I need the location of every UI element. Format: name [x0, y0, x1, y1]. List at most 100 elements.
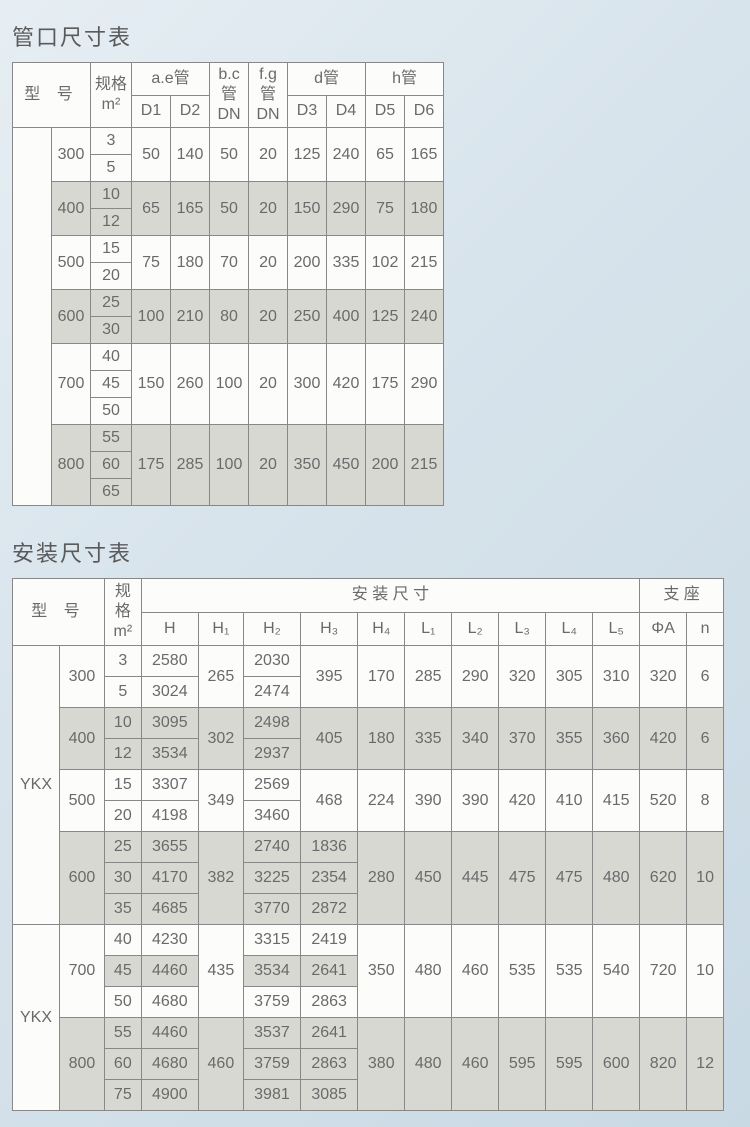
t2-size: 500 [59, 770, 104, 832]
t2-L1: 390 [405, 770, 452, 832]
t2-H3: 405 [301, 708, 358, 770]
t2-size: 400 [59, 708, 104, 770]
t2-H1: 382 [198, 832, 243, 925]
t2-L3: 535 [499, 925, 546, 1018]
t2-H3: 2419 [301, 925, 358, 956]
t1-spec: 60 [91, 452, 132, 479]
t1-val: 20 [249, 425, 288, 506]
t2-H2: 2474 [243, 677, 300, 708]
t2-L1: 285 [405, 646, 452, 708]
t1-val: 200 [366, 425, 405, 506]
t2-n: 6 [687, 708, 724, 770]
t1-spec: 30 [91, 317, 132, 344]
t1-spec: 40 [91, 344, 132, 371]
t2-h-support: 支 座 [640, 579, 724, 613]
t2-spec: 25 [104, 832, 141, 863]
install-size-table: 型 号规格m²安 装 尺 寸支 座HH₁H₂H₃H₄L₁L₂L₃L₄L₅ΦAn … [12, 578, 724, 1111]
t1-val: 180 [405, 182, 444, 236]
t1-h-D3: D3 [288, 95, 327, 128]
t1-val: 20 [249, 290, 288, 344]
t2-H2: 3460 [243, 801, 300, 832]
t2-H2: 2740 [243, 832, 300, 863]
t1-val: 102 [366, 236, 405, 290]
t1-val: 215 [405, 236, 444, 290]
t1-spec: 55 [91, 425, 132, 452]
table1-title: 管口尺寸表 [12, 20, 738, 52]
t1-val: 335 [327, 236, 366, 290]
t1-h-fg: f.g管DN [249, 63, 288, 128]
t2-L4: 535 [546, 925, 593, 1018]
t2-spec: 30 [104, 863, 141, 894]
t2-H: 4680 [141, 1049, 198, 1080]
t2-H3: 395 [301, 646, 358, 708]
t1-val: 150 [132, 344, 171, 425]
t2-PhiA: 420 [640, 708, 687, 770]
t1-size: 400 [52, 182, 91, 236]
t1-h-model: 型 号 [13, 63, 91, 128]
t1-val: 300 [288, 344, 327, 425]
t1-h-D2: D2 [171, 95, 210, 128]
t1-val: 200 [288, 236, 327, 290]
t2-h-PhiA: ΦA [640, 612, 687, 646]
t2-L4: 305 [546, 646, 593, 708]
t1-h-D1: D1 [132, 95, 171, 128]
t1-val: 140 [171, 128, 210, 182]
t2-H2: 3315 [243, 925, 300, 956]
t2-H2: 3537 [243, 1018, 300, 1049]
t2-h-H1: H₁ [198, 612, 243, 646]
t2-body: YKX3003258026520303951702852903203053103… [13, 646, 724, 1111]
t2-h-model: 型 号 [13, 579, 105, 646]
t2-L1: 335 [405, 708, 452, 770]
t2-L4: 355 [546, 708, 593, 770]
t2-H: 3095 [141, 708, 198, 739]
t2-h-H: H [141, 612, 198, 646]
t1-val: 100 [210, 344, 249, 425]
t2-spec: 75 [104, 1080, 141, 1111]
t2-L2: 290 [452, 646, 499, 708]
t1-row: 600251002108020250400125240 [13, 290, 444, 317]
t2-H2: 3225 [243, 863, 300, 894]
t2-H4: 180 [358, 708, 405, 770]
t2-n: 12 [687, 1018, 724, 1111]
t2-PhiA: 620 [640, 832, 687, 925]
t1-val: 165 [405, 128, 444, 182]
t1-h-D6: D6 [405, 95, 444, 128]
t1-row: 4001065165502015029075180 [13, 182, 444, 209]
t2-H1: 435 [198, 925, 243, 1018]
t2-spec: 60 [104, 1049, 141, 1080]
t1-val: 285 [171, 425, 210, 506]
t2-h-L3: L₃ [499, 612, 546, 646]
t1-h-D4: D4 [327, 95, 366, 128]
t1-model-blank [13, 128, 52, 506]
pipe-size-table: 型 号规格m²a.e管b.c管DNf.g管DNd管h管D1D2D3D4D5D6 … [12, 62, 444, 506]
t1-val: 20 [249, 128, 288, 182]
t2-L5: 360 [593, 708, 640, 770]
t2-model: YKX [13, 925, 60, 1111]
t2-row: YKX3003258026520303951702852903203053103… [13, 646, 724, 677]
t2-H3: 1836 [301, 832, 358, 863]
t1-h-ae: a.e管 [132, 63, 210, 96]
t2-L1: 480 [405, 1018, 452, 1111]
t2-H: 2580 [141, 646, 198, 677]
t2-L5: 415 [593, 770, 640, 832]
t2-h-n: n [687, 612, 724, 646]
t2-H: 3655 [141, 832, 198, 863]
t1-size: 700 [52, 344, 91, 425]
t2-L5: 310 [593, 646, 640, 708]
t2-H1: 265 [198, 646, 243, 708]
t2-head: 型 号规格m²安 装 尺 寸支 座HH₁H₂H₃H₄L₁L₂L₃L₄L₅ΦAn [13, 579, 724, 646]
t2-L2: 390 [452, 770, 499, 832]
t1-val: 50 [210, 182, 249, 236]
t2-H3: 2863 [301, 987, 358, 1018]
t1-val: 65 [366, 128, 405, 182]
t1-val: 125 [366, 290, 405, 344]
t2-h-L1: L₁ [405, 612, 452, 646]
t2-spec: 40 [104, 925, 141, 956]
t2-size: 800 [59, 1018, 104, 1111]
t2-h-L2: L₂ [452, 612, 499, 646]
t2-L3: 320 [499, 646, 546, 708]
t2-H2: 3759 [243, 987, 300, 1018]
t1-h-spec: 规格m² [91, 63, 132, 128]
t1-val: 150 [288, 182, 327, 236]
t2-spec: 45 [104, 956, 141, 987]
